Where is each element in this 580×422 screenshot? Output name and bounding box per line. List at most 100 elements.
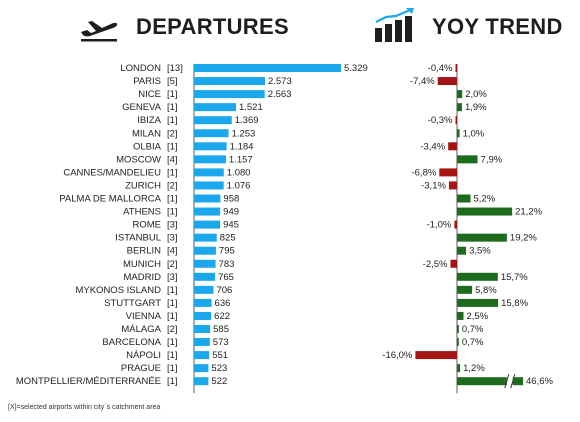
airport-count-label: [1] — [167, 285, 178, 296]
yoy-value-label: 21,2% — [515, 207, 542, 218]
departures-value-label: 585 — [213, 324, 229, 335]
departures-bar — [194, 272, 216, 281]
departures-bar — [194, 155, 226, 164]
departures-bar — [194, 259, 216, 268]
yoy-bar-positive — [457, 155, 478, 164]
category-label: NÁPOLI — [126, 350, 161, 361]
yoy-value-label: 1,0% — [463, 128, 485, 139]
airport-count-label: [2] — [167, 180, 178, 191]
yoy-bar-positive — [457, 207, 513, 216]
departures-value-label: 1.369 — [235, 115, 259, 126]
departures-value-label: 2.563 — [268, 89, 292, 100]
departures-value-label: 795 — [219, 246, 235, 257]
departures-title: DEPARTURES — [136, 14, 289, 39]
airport-count-label: [1] — [167, 337, 178, 348]
category-label: ISTANBUL — [115, 233, 161, 244]
yoy-value-label: 15,8% — [501, 298, 528, 309]
yoy-bar-positive — [457, 233, 507, 242]
yoy-value-label: 3,5% — [469, 246, 491, 257]
yoy-value-label: -3,1% — [421, 180, 446, 191]
yoy-value-label: -0,4% — [428, 63, 453, 74]
axis-break-mark — [510, 374, 516, 389]
departures-bar — [194, 116, 232, 125]
airport-count-label: [3] — [167, 220, 178, 231]
yoy-bar-negative — [448, 181, 457, 190]
yoy-value-label: 19,2% — [510, 233, 537, 244]
departures-bar — [194, 298, 212, 307]
yoy-value-label: 1,9% — [465, 102, 487, 113]
yoy-bar-positive — [457, 90, 463, 99]
yoy-bar-positive — [457, 298, 499, 307]
departures-bar — [194, 233, 217, 242]
category-label: PARIS — [133, 76, 161, 87]
departures-bar — [194, 325, 211, 333]
departures-bar — [194, 90, 265, 99]
bar-chart-trend-icon — [375, 8, 414, 42]
airport-count-label: [1] — [167, 311, 178, 322]
airport-count-label: [5] — [167, 76, 178, 87]
departures-bar — [194, 311, 212, 320]
airport-count-label: [2] — [167, 259, 178, 270]
departures-value-label: 551 — [212, 350, 228, 361]
airport-count-label: [1] — [167, 141, 178, 152]
category-label: MONTPELLIER/MÉDITERRANÉE — [16, 376, 161, 387]
category-label: MILAN — [132, 128, 161, 139]
departures-bar — [194, 377, 209, 386]
category-label: BERLIN — [127, 246, 161, 257]
departures-bar — [194, 142, 227, 151]
yoy-bar-positive — [457, 272, 498, 281]
yoy-bar-negative — [439, 168, 457, 177]
airport-count-label: [1] — [167, 89, 178, 100]
category-label: PALMA DE MALLORCA — [59, 194, 161, 205]
yoy-bar-positive — [457, 129, 460, 138]
airport-count-label: [1] — [167, 102, 178, 113]
departures-value-label: 706 — [216, 285, 232, 296]
departures-value-label: 1.253 — [232, 128, 256, 139]
departures-value-label: 825 — [220, 233, 236, 244]
airport-count-label: [4] — [167, 246, 178, 257]
departures-value-label: 783 — [219, 259, 235, 270]
yoy-value-label: 7,9% — [481, 154, 503, 165]
yoy-value-label: 5,2% — [474, 194, 496, 205]
airport-count-label: [1] — [167, 350, 178, 361]
departures-value-label: 1.076 — [227, 180, 251, 191]
departures-value-label: 522 — [211, 376, 227, 387]
departures-bar — [194, 285, 214, 294]
airport-count-label: [1] — [167, 194, 178, 205]
airport-count-label: [13] — [167, 63, 183, 74]
airport-count-label: [4] — [167, 154, 178, 165]
yoy-value-label: -7,4% — [410, 76, 435, 87]
airport-count-label: [3] — [167, 233, 178, 244]
category-label: MOSCOW — [116, 154, 161, 165]
axis-break-gap — [506, 374, 513, 389]
departures-value-label: 1.521 — [239, 102, 263, 113]
category-label: ATHENS — [123, 207, 161, 218]
yoy-value-label: 5,8% — [475, 285, 497, 296]
category-label: VIENNA — [126, 311, 162, 322]
category-label: MYKONOS ISLAND — [75, 285, 161, 296]
category-label: ROME — [133, 220, 162, 231]
airport-count-label: [3] — [167, 272, 178, 283]
yoy-value-label: 2,5% — [467, 311, 489, 322]
departures-value-label: 1.080 — [227, 167, 251, 178]
departures-bar — [194, 103, 236, 112]
category-label: MÁLAGA — [121, 324, 161, 335]
yoy-bar-positive — [457, 285, 473, 294]
yoy-bar-negative — [450, 259, 457, 268]
yoy-value-label: -1,0% — [427, 220, 452, 231]
category-label: BARCELONA — [102, 337, 161, 348]
category-label: CANNES/MANDELIEU — [63, 167, 161, 178]
departures-bar — [194, 338, 210, 347]
footnote: [X]=selected airports within city´s catc… — [8, 404, 161, 411]
yoy-bar-positive — [457, 246, 467, 255]
departures-value-label: 1.157 — [229, 154, 253, 165]
yoy-bar-negative — [455, 116, 457, 125]
yoy-value-label: 15,7% — [501, 272, 528, 283]
category-label: PRAGUE — [121, 363, 161, 374]
yoy-value-label: 2,0% — [465, 89, 487, 100]
yoy-bar-positive — [457, 338, 459, 347]
departures-bar — [194, 168, 224, 177]
departures-bar — [194, 181, 224, 190]
airport-count-label: [1] — [167, 207, 178, 218]
